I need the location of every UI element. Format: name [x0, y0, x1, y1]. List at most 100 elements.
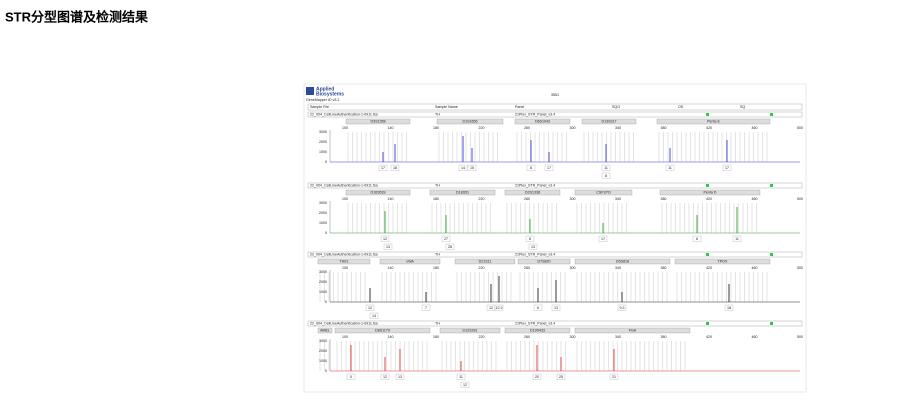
- allele-box: [617, 304, 627, 311]
- locus-box: [574, 327, 691, 334]
- allele-label: 11: [668, 166, 672, 170]
- allele-label: 25: [559, 375, 563, 379]
- allele-box: [722, 164, 732, 171]
- locus-name: D18S51: [456, 191, 469, 195]
- intensity-label: 0: [325, 300, 327, 304]
- allele-box: [445, 243, 455, 250]
- sample-name: TH: [435, 253, 440, 257]
- intensity-label: 1000: [319, 359, 327, 363]
- intensity-label: 2000: [319, 280, 327, 284]
- size-label: 140: [388, 197, 394, 201]
- allele-box: [665, 164, 675, 171]
- column-header: [307, 103, 803, 111]
- size-label: 220: [479, 197, 485, 201]
- size-label: 100: [342, 335, 348, 339]
- locus-box: [345, 189, 411, 196]
- locus-name: D7S820: [538, 260, 551, 264]
- status-flag: [706, 253, 709, 256]
- allele-box: [526, 164, 536, 171]
- intensity-label: 3000: [319, 270, 327, 274]
- size-label: 340: [615, 335, 621, 339]
- allele-box: [601, 172, 611, 179]
- allele-label: 11: [459, 375, 463, 379]
- panel-name: 21Plex_STR_Panel_v3.4: [515, 184, 555, 188]
- allele-box: [544, 164, 554, 171]
- panel-header: [307, 111, 803, 118]
- size-label: 340: [615, 126, 621, 130]
- status-flag: [770, 253, 773, 256]
- intensity-label: 2000: [319, 349, 327, 353]
- status-flag: [770, 322, 773, 325]
- sample-file: 22_004_CellLineAuthentication-1-0911.fsa: [310, 253, 378, 257]
- size-label: 380: [661, 266, 667, 270]
- allele-box: [533, 304, 543, 311]
- allele-label: 17: [547, 166, 551, 170]
- logo-line: Applied: [316, 86, 334, 92]
- intensity-label: 1000: [319, 221, 327, 225]
- allele-label: 12: [383, 237, 387, 241]
- allele-box: [732, 235, 742, 242]
- size-label: 100: [342, 266, 348, 270]
- locus-name: D8S1179: [375, 329, 390, 333]
- locus-name: FGA: [629, 329, 637, 333]
- allele-label: 14: [372, 314, 376, 318]
- allele-label: 14: [461, 166, 465, 170]
- locus-box: [429, 189, 496, 196]
- panel-name: 21Plex_STR_Panel_v3.4: [515, 322, 555, 326]
- allele-box: [378, 164, 388, 171]
- size-label: 460: [752, 335, 758, 339]
- column-label: Panel: [515, 105, 524, 109]
- allele-box: [494, 304, 504, 311]
- allele-label: 7: [425, 306, 427, 310]
- locus-box: [574, 258, 671, 265]
- allele-box: [346, 373, 356, 380]
- size-label: 420: [706, 126, 712, 130]
- intensity-label: 1000: [319, 150, 327, 154]
- locus-box: [656, 118, 771, 125]
- locus-name: Penta E: [707, 120, 720, 124]
- panel-header: [307, 320, 803, 327]
- intensity-label: 1000: [319, 290, 327, 294]
- sample-file: 22_004_CellLineAuthentication-1-0911.fsa: [310, 113, 378, 117]
- size-label: 340: [615, 197, 621, 201]
- allele-label: 13: [386, 245, 390, 249]
- size-label: 140: [388, 266, 394, 270]
- sample-file: 22_004_CellLineAuthentication-1-0911.fsa: [310, 184, 378, 188]
- locus-name: D13S317: [602, 120, 617, 124]
- allele-label: 17: [381, 166, 385, 170]
- locus-name: vWA: [406, 260, 414, 264]
- size-label: 260: [524, 266, 530, 270]
- size-label: 100: [342, 126, 348, 130]
- panel-name: 21Plex_STR_Panel_v3.4: [515, 253, 555, 257]
- locus-box: [659, 189, 761, 196]
- size-label: 500: [797, 197, 803, 201]
- size-label: 420: [706, 197, 712, 201]
- allele-box: [609, 373, 619, 380]
- allele-label: 13: [398, 375, 402, 379]
- intensity-label: 0: [325, 160, 327, 164]
- locus-box: [436, 118, 504, 125]
- locus-box: [574, 189, 633, 196]
- allele-box: [383, 243, 393, 250]
- size-label: 500: [797, 126, 803, 130]
- sample-name: TH: [435, 322, 440, 326]
- locus-box: [334, 327, 431, 334]
- logo-line: Biosystems: [316, 91, 344, 97]
- intensity-label: 3000: [319, 130, 327, 134]
- allele-box: [421, 304, 431, 311]
- allele-box: [369, 312, 379, 319]
- size-label: 260: [524, 197, 530, 201]
- allele-box: [598, 235, 608, 242]
- locus-name: D1S1656: [463, 120, 478, 124]
- allele-label: 9.3: [620, 306, 625, 310]
- size-label: 300: [570, 335, 576, 339]
- size-label: 180: [433, 266, 439, 270]
- locus-box: [581, 118, 637, 125]
- locus-name: D2S1338: [525, 191, 540, 195]
- allele-label: 17: [725, 166, 729, 170]
- allele-label: 12: [383, 375, 387, 379]
- size-label: 340: [615, 266, 621, 270]
- locus-box: [504, 189, 561, 196]
- size-label: 260: [524, 335, 530, 339]
- allele-box: [456, 373, 466, 380]
